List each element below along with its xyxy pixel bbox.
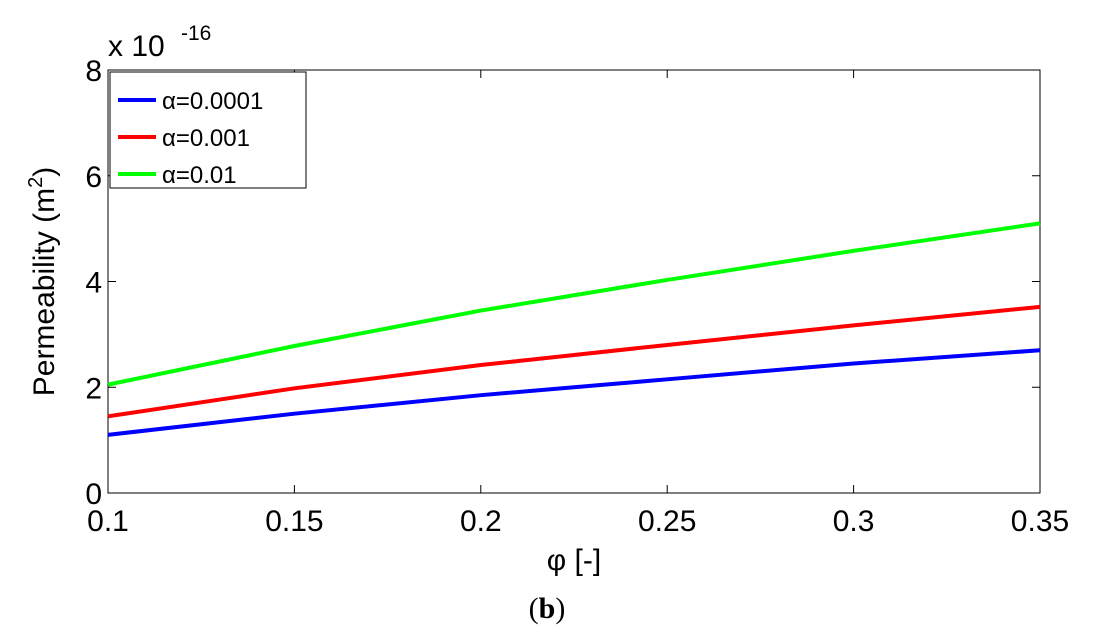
y-axis-label: Permeability (m2) xyxy=(25,167,61,397)
chart: 0.1 0.15 0.2 0.25 0.3 0.35 0 2 4 6 8 x 10 -16 φ [… xyxy=(25,22,1069,577)
x-axis-label: φ [-] xyxy=(547,544,601,577)
series-line-0 xyxy=(107,348,1041,437)
figure-caption: (b) xyxy=(0,592,1094,626)
y-tick-label: 0 xyxy=(85,478,102,511)
y-exponent-power: -16 xyxy=(181,22,211,45)
y-tick-label: 4 xyxy=(85,267,102,300)
legend-label: α=0.0001 xyxy=(162,88,263,115)
series-layer xyxy=(107,221,1041,437)
caption-open: ( xyxy=(528,592,539,625)
series-line-2 xyxy=(107,221,1041,387)
x-tick-label: 0.35 xyxy=(1011,505,1069,538)
y-tick-label: 8 xyxy=(85,55,102,88)
legend-label: α=0.01 xyxy=(162,162,237,189)
y-axis-label-main: Permeability (m xyxy=(28,188,61,396)
legend-box xyxy=(109,71,307,189)
y-tick-label: 6 xyxy=(85,161,102,194)
y-tick-label: 2 xyxy=(85,372,102,405)
y-exponent-base: x 10 xyxy=(108,30,165,63)
caption-close: ) xyxy=(555,592,566,625)
y-axis-label-close: ) xyxy=(28,167,61,177)
y-ticks: 0 2 4 6 8 xyxy=(85,55,1040,511)
caption-letter: b xyxy=(538,592,556,625)
x-tick-label: 0.1 xyxy=(87,505,129,538)
x-tick-label: 0.2 xyxy=(460,505,502,538)
series-line-1 xyxy=(107,304,1041,419)
x-tick-label: 0.25 xyxy=(638,505,696,538)
x-tick-label: 0.15 xyxy=(265,505,323,538)
y-axis-label-sup: 2 xyxy=(25,177,47,188)
x-tick-label: 0.3 xyxy=(833,505,875,538)
legend: α=0.0001 α=0.001 α=0.01 xyxy=(109,71,307,189)
legend-label: α=0.001 xyxy=(162,125,250,152)
x-ticks: 0.1 0.15 0.2 0.25 0.3 0.35 xyxy=(87,70,1069,538)
